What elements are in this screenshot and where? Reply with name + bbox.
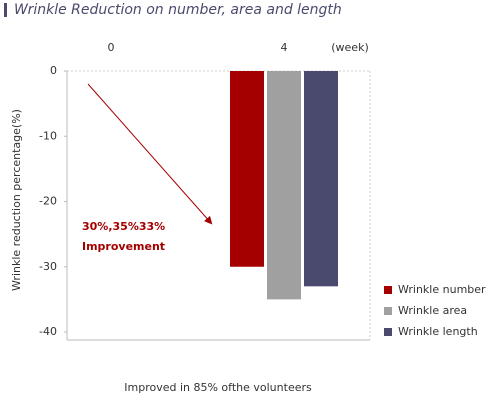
title-marker — [4, 3, 7, 17]
annotation: Improvement — [82, 240, 165, 253]
bar — [267, 71, 301, 300]
y-tick-label: -20 — [39, 195, 57, 208]
annotation: 30%,35%33% — [82, 220, 165, 233]
y-tick-label: -40 — [39, 325, 57, 338]
y-axis-label: Wrinkle reduction percentage(%) — [10, 109, 23, 291]
bar — [230, 71, 264, 267]
y-tick-label: -10 — [39, 129, 57, 142]
annotation-arrow — [87, 83, 213, 225]
y-tick-label: -30 — [39, 260, 57, 273]
legend-label: Wrinkle number — [398, 283, 486, 296]
x-tick-label: 4 — [281, 41, 288, 54]
chart-title: Wrinkle Reduction on number, area and le… — [14, 2, 342, 18]
x-axis-label: (week) — [331, 41, 369, 54]
legend-swatch — [384, 286, 392, 294]
y-tick-label: 0 — [50, 64, 57, 77]
x-tick-label: 0 — [108, 41, 115, 54]
bar — [304, 71, 338, 287]
footnote: Improved in 85% ofthe volunteers — [124, 381, 312, 394]
legend-swatch — [384, 307, 392, 315]
legend-swatch — [384, 328, 392, 336]
legend-label: Wrinkle length — [398, 325, 478, 338]
legend-label: Wrinkle area — [398, 304, 467, 317]
